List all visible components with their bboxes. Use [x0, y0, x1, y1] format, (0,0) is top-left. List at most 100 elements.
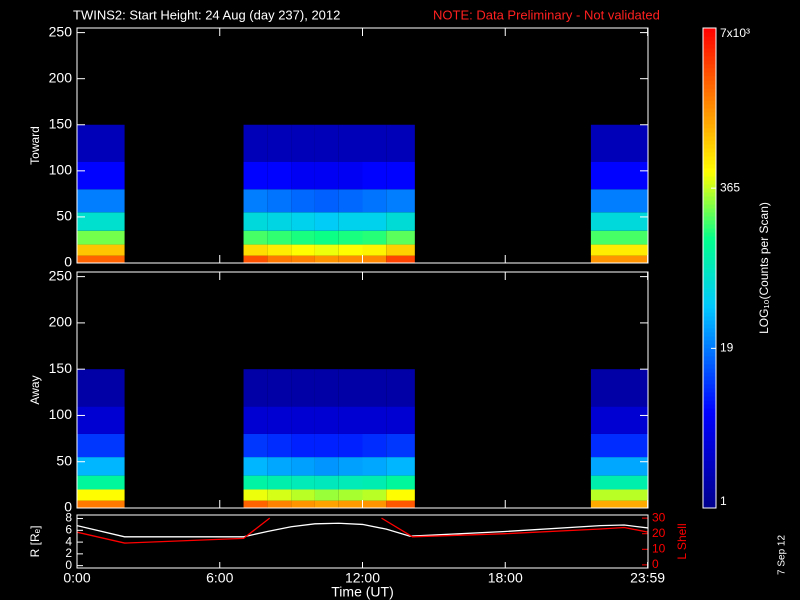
colorbar-swatch [703, 196, 716, 201]
heatmap-cell [386, 189, 415, 213]
plot-frame [76, 514, 649, 569]
colorbar-swatch [703, 64, 716, 69]
colorbar-swatch [703, 120, 716, 125]
heatmap-cell [590, 230, 648, 245]
colorbar-swatch [703, 252, 716, 257]
colorbar-tick-label: 1 [720, 494, 727, 508]
colorbar-swatch [703, 264, 716, 269]
colorbar-swatch [703, 500, 716, 505]
heatmap-cell [590, 161, 648, 190]
heatmap-cell [314, 244, 339, 256]
heatmap-cell [362, 406, 387, 434]
heatmap-cell [590, 369, 648, 407]
heatmap-cell [590, 244, 648, 256]
heatmap-cell [243, 244, 268, 256]
colorbar-swatch [703, 288, 716, 293]
colorbar-swatch [703, 232, 716, 237]
colorbar-swatch [703, 308, 716, 313]
colorbar-swatch [703, 208, 716, 213]
heatmap-cell [338, 475, 363, 490]
colorbar-swatch [703, 340, 716, 345]
heatmap-cell [291, 500, 315, 508]
colorbar-swatch [703, 212, 716, 217]
colorbar-swatch [703, 76, 716, 81]
heatmap-cell [243, 457, 268, 476]
heatmap-cell [338, 244, 363, 256]
heatmap-cell [362, 161, 387, 190]
colorbar-swatch [703, 388, 716, 393]
colorbar-swatch [703, 380, 716, 385]
heatmap-cell [291, 489, 315, 501]
heatmap-cell [362, 244, 387, 256]
colorbar-swatch [703, 372, 716, 377]
heatmap-cell [362, 212, 387, 231]
colorbar-swatch [703, 292, 716, 297]
y-axis-label: Away [28, 375, 42, 404]
colorbar-swatch [703, 128, 716, 133]
heatmap-cell [386, 255, 415, 263]
colorbar-swatch [703, 124, 716, 129]
heatmap-cell [338, 255, 363, 263]
colorbar-swatch [703, 324, 716, 329]
heatmap-cell [362, 255, 387, 263]
colorbar-swatch [703, 96, 716, 101]
heatmap-cell [77, 189, 125, 213]
heatmap-cell [362, 500, 387, 508]
heatmap-cell [77, 124, 125, 162]
y-axis-label: R [Rₑ] [28, 526, 42, 558]
colorbar-label: LOG₁₀(Counts per Scan) [757, 202, 771, 334]
heatmap-cell [243, 230, 268, 245]
colorbar-swatch [703, 112, 716, 117]
heatmap-cell [291, 475, 315, 490]
y2-axis-label: L Shell [675, 523, 689, 559]
colorbar-swatch [703, 188, 716, 193]
colorbar-swatch [703, 472, 716, 477]
y-tick-label: 8 [65, 511, 72, 525]
colorbar-swatch [703, 216, 716, 221]
colorbar-swatch [703, 440, 716, 445]
heatmap-cell [267, 500, 292, 508]
heatmap-cell [314, 406, 339, 434]
colorbar-swatch [703, 32, 716, 37]
colorbar-swatch [703, 80, 716, 85]
colorbar-swatch [703, 312, 716, 317]
colorbar-swatch [703, 100, 716, 105]
colorbar-swatch [703, 204, 716, 209]
heatmap-cell [314, 369, 339, 407]
heatmap-cell [243, 433, 268, 458]
colorbar-swatch [703, 416, 716, 421]
heatmap-cell [77, 244, 125, 256]
colorbar-tick-label: 7x10³ [720, 26, 750, 40]
side-text: 7 Sep 12 [777, 535, 788, 575]
heatmap-cell [243, 406, 268, 434]
colorbar-swatch [703, 368, 716, 373]
heatmap-cell [291, 189, 315, 213]
y-tick-label: 200 [49, 314, 73, 330]
heatmap-cell [77, 161, 125, 190]
heatmap-cell [386, 457, 415, 476]
colorbar-swatch [703, 404, 716, 409]
heatmap-cell [362, 433, 387, 458]
colorbar-swatch [703, 72, 716, 77]
colorbar-swatch [703, 240, 716, 245]
heatmap-cell [386, 500, 415, 508]
colorbar-swatch [703, 28, 716, 33]
heatmap-cell [77, 457, 125, 476]
colorbar-swatch [703, 448, 716, 453]
colorbar-swatch [703, 492, 716, 497]
x-tick-label: 23:59 [630, 570, 665, 586]
colorbar-swatch [703, 260, 716, 265]
heatmap-cell [386, 433, 415, 458]
heatmap-cell [338, 230, 363, 245]
y2-tick-label: 20 [652, 526, 666, 540]
colorbar-swatch [703, 480, 716, 485]
colorbar-swatch [703, 364, 716, 369]
colorbar-swatch [703, 360, 716, 365]
colorbar-swatch [703, 296, 716, 301]
heatmap-cell [77, 475, 125, 490]
colorbar-swatch [703, 272, 716, 277]
colorbar-swatch [703, 200, 716, 205]
colorbar-swatch [703, 424, 716, 429]
heatmap-cell [77, 369, 125, 407]
